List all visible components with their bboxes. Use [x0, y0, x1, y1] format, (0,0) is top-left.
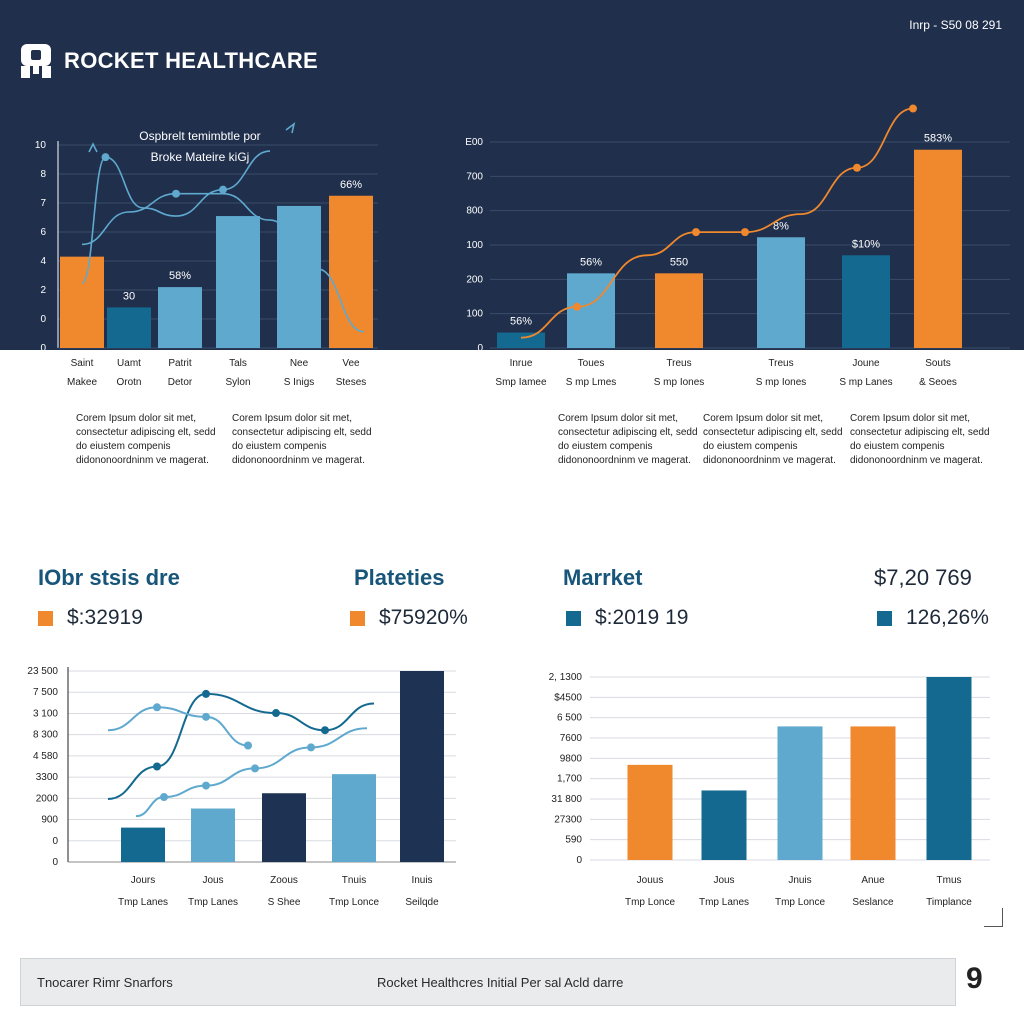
right-value-label: $:2019 19 — [595, 606, 688, 630]
y-tick-label: 1,700 — [557, 774, 582, 785]
footer-center-text: Rocket Healthcres Initial Per sal Acld d… — [377, 975, 623, 990]
section-title-right: Marrket — [563, 565, 642, 591]
corner-mark — [984, 908, 1003, 927]
right-value: $:2019 19 — [566, 606, 688, 630]
orange-swatch-icon — [350, 611, 365, 626]
left-value-label: $:32919 — [67, 606, 143, 630]
y-tick-label: 31 800 — [551, 794, 582, 805]
description-4: Corem Ipsum dolor sit met, consectetur a… — [703, 412, 853, 468]
description-1: Corem Ipsum dolor sit met, consectetur a… — [76, 412, 226, 468]
x-category-label: Jous — [713, 875, 734, 886]
description-5: Corem Ipsum dolor sit met, consectetur a… — [850, 412, 1000, 468]
mid-value: $75920% — [350, 606, 468, 630]
x-category-sublabel: Timplance — [926, 897, 972, 908]
section-title-mid: Plateties — [354, 565, 445, 591]
x-category-label: Anue — [861, 875, 885, 886]
y-tick-label: 9800 — [560, 753, 583, 764]
teal-swatch-icon — [877, 611, 892, 626]
left-value: $:32919 — [38, 606, 143, 630]
chart-bottom-right: 2, 1300 $4500 6 500 7600 9800 1,700 31 800 2730… — [0, 0, 1024, 1024]
bar-3 — [778, 726, 823, 860]
bar-2 — [702, 790, 747, 860]
footer-bar: Tnocarer Rimr Snarfors Rocket Healthcres… — [20, 958, 956, 1006]
x-category-label: Jnuis — [788, 875, 811, 886]
x-category-label: Jouus — [637, 875, 664, 886]
bar-4 — [851, 726, 896, 860]
right-big-value: $7,20 769 — [874, 565, 972, 591]
description-2: Corem Ipsum dolor sit met, consectetur a… — [232, 412, 382, 468]
y-tick-label: 0 — [576, 855, 582, 866]
far-right-value: 126,26% — [877, 606, 989, 630]
y-tick-label: $4500 — [554, 692, 582, 703]
x-category-sublabel: Tmp Lonce — [625, 897, 675, 908]
x-category-label: Tmus — [937, 875, 962, 886]
mid-value-label: $75920% — [379, 606, 468, 630]
footer-left-text: Tnocarer Rimr Snarfors — [37, 975, 173, 990]
bar-5 — [927, 677, 972, 860]
y-tick-label: 27300 — [554, 814, 582, 825]
y-tick-label: 590 — [565, 835, 582, 846]
x-category-sublabel: Seslance — [852, 897, 894, 908]
y-tick-label: 2, 1300 — [549, 672, 583, 683]
x-category-sublabel: Tmp Lanes — [699, 897, 749, 908]
section-title-left: IObr stsis dre — [38, 565, 180, 591]
y-tick-label: 7600 — [560, 733, 583, 744]
y-tick-label: 6 500 — [557, 713, 582, 724]
orange-swatch-icon — [38, 611, 53, 626]
bar-1 — [628, 765, 673, 860]
x-category-sublabel: Tmp Lonce — [775, 897, 825, 908]
description-3: Corem Ipsum dolor sit met, consectetur a… — [558, 412, 708, 468]
teal-swatch-icon — [566, 611, 581, 626]
far-right-value-label: 126,26% — [906, 606, 989, 630]
page-number: 9 — [966, 962, 983, 996]
